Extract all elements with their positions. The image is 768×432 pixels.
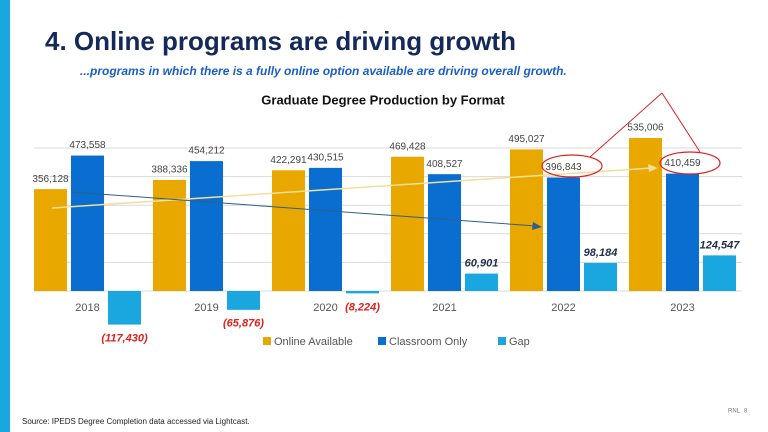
bar [391, 156, 424, 291]
callout-line [589, 92, 663, 158]
data-label: (8,224) [345, 301, 380, 313]
legend-label: Online Available [274, 336, 353, 348]
data-label: 98,184 [584, 247, 618, 259]
x-tick-label: 2019 [194, 302, 218, 314]
data-label: 408,527 [426, 159, 463, 170]
bar [153, 179, 186, 291]
data-label: 60,901 [465, 257, 499, 269]
data-label: 495,027 [508, 134, 545, 145]
bar [272, 170, 305, 291]
arrow-head [532, 222, 542, 230]
highlight [541, 154, 603, 178]
subtitle: ...programs in which there is a fully on… [80, 64, 567, 78]
data-label: 388,336 [151, 165, 188, 176]
data-label: (65,876) [223, 318, 264, 330]
bar [510, 149, 543, 291]
bar [547, 177, 580, 291]
data-label: 396,843 [545, 162, 582, 173]
bar [584, 262, 617, 291]
bar [703, 255, 736, 291]
bar [309, 167, 342, 291]
bar [108, 291, 141, 325]
x-tick-label: 2022 [551, 302, 575, 314]
bar [227, 291, 260, 310]
x-tick-label: 2021 [432, 302, 456, 314]
x-tick-label: 2020 [313, 302, 337, 314]
chart-title: Graduate Degree Production by Format [261, 92, 505, 107]
slide-title: 4. Online programs are driving growth [45, 26, 516, 56]
legend-swatch [498, 337, 506, 345]
x-tick-label: 2023 [670, 302, 694, 314]
data-label: 535,006 [627, 123, 664, 134]
bar [465, 273, 498, 291]
side-strip [0, 0, 10, 432]
data-label: (117,430) [101, 332, 148, 344]
bar [428, 174, 461, 291]
data-label: 124,547 [700, 239, 741, 251]
data-label: 430,515 [307, 153, 344, 164]
x-tick-label: 2018 [75, 302, 99, 314]
legend-label: Gap [509, 336, 530, 348]
brand: RNL [728, 409, 741, 415]
bar [71, 155, 104, 291]
arrow-head [648, 164, 658, 172]
data-label: 410,459 [664, 158, 701, 169]
bar [629, 137, 662, 291]
bar [666, 173, 699, 291]
legend-swatch [263, 337, 271, 345]
bar [346, 291, 379, 294]
data-label: 356,128 [32, 174, 69, 185]
legend-label: Classroom Only [389, 336, 468, 348]
highlight [659, 151, 721, 175]
plot: 356,128 473,558 (117,430) 2018 388,336454,21… [32, 123, 742, 348]
data-label: 469,428 [389, 141, 426, 152]
legend-swatch [378, 337, 386, 345]
source: Source: IPEDS Degree Completion data acc… [22, 417, 250, 426]
bar [190, 161, 223, 291]
callout-line [661, 92, 701, 153]
page-number: 8 [744, 409, 748, 415]
trend-classroom [71, 191, 537, 227]
data-label: 473,558 [69, 140, 106, 151]
annotations [51, 92, 721, 230]
data-label: 454,212 [188, 146, 225, 157]
data-label: 422,291 [270, 155, 307, 166]
bar [34, 189, 67, 291]
